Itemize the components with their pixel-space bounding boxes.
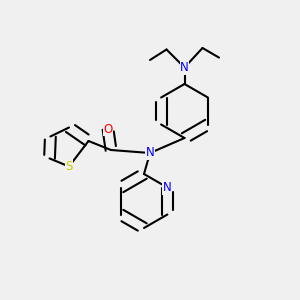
Text: S: S [65, 160, 73, 173]
Text: N: N [146, 146, 154, 160]
Text: N: N [180, 61, 189, 74]
Text: O: O [103, 122, 112, 136]
Text: N: N [163, 181, 172, 194]
